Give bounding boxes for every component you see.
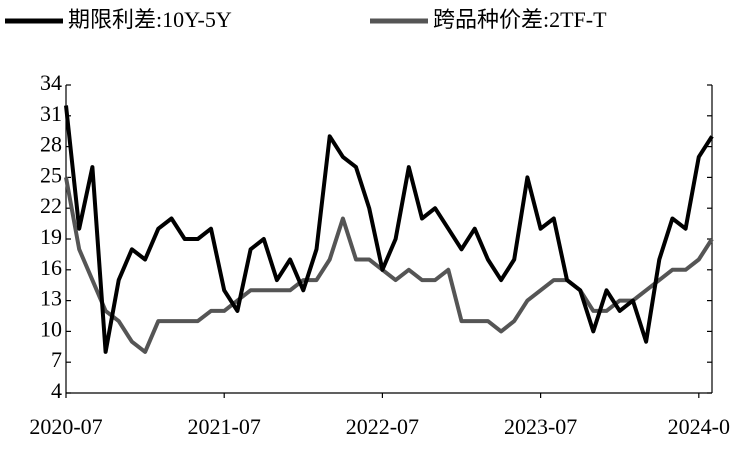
y-tick-label: 7 [51,347,62,372]
line-series [64,105,714,354]
y-tick-label: 19 [40,224,62,249]
y-tick-label: 28 [40,132,62,157]
y-tick-label: 22 [40,193,62,218]
y-tick-label: 13 [40,286,62,311]
x-tick-label: 2020-07 [29,414,102,439]
legend-label: 跨品种价差:2TF-T [433,7,607,32]
y-tick-label: 4 [51,378,62,403]
y-tick-label: 10 [40,316,62,341]
x-tick-label: 2024-0 [668,414,730,439]
x-tick-label: 2021-07 [188,414,261,439]
x-tick-label: 2022-07 [346,414,419,439]
y-tick-label: 25 [40,162,62,187]
line-series [64,177,714,354]
legend-label: 期限利差:10Y-5Y [68,7,232,32]
y-tick-label: 16 [40,255,62,280]
x-tick-label: 2023-07 [504,414,577,439]
y-tick-label: 31 [40,101,62,126]
y-tick-label: 34 [40,70,62,95]
